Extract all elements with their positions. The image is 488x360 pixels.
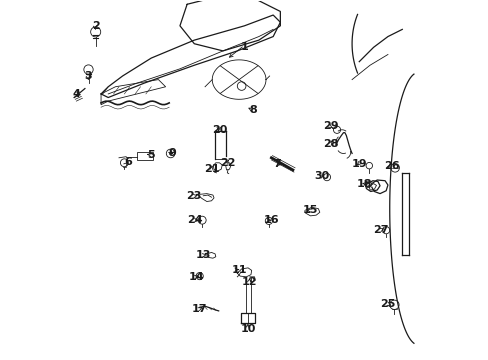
Text: 30: 30 (313, 171, 328, 181)
Text: 17: 17 (191, 304, 207, 314)
Text: 3: 3 (84, 71, 92, 81)
Text: 23: 23 (186, 191, 202, 201)
Text: 5: 5 (147, 150, 155, 160)
Text: 13: 13 (195, 250, 210, 260)
Text: 27: 27 (372, 225, 388, 235)
Bar (137, 152, 153, 159)
Text: 11: 11 (231, 265, 246, 275)
Text: 29: 29 (322, 121, 338, 131)
Text: 7: 7 (272, 159, 280, 169)
Text: 8: 8 (249, 105, 257, 115)
Text: 21: 21 (204, 164, 220, 174)
Text: 28: 28 (322, 139, 338, 149)
Text: 2: 2 (92, 21, 100, 31)
Text: 25: 25 (380, 299, 395, 309)
Text: 19: 19 (351, 159, 366, 169)
Text: 22: 22 (220, 158, 235, 168)
Text: 1: 1 (240, 42, 248, 52)
Text: 9: 9 (168, 148, 176, 158)
Circle shape (169, 152, 172, 155)
Text: 24: 24 (187, 215, 203, 225)
Text: 6: 6 (124, 157, 132, 167)
Text: 20: 20 (211, 125, 226, 135)
Text: 12: 12 (242, 277, 257, 287)
Text: 18: 18 (356, 179, 372, 189)
Text: 16: 16 (263, 215, 279, 225)
Text: 4: 4 (72, 89, 80, 99)
Text: 15: 15 (303, 206, 318, 216)
Text: 26: 26 (383, 161, 399, 171)
Text: 10: 10 (240, 324, 255, 334)
Text: 14: 14 (188, 272, 203, 282)
